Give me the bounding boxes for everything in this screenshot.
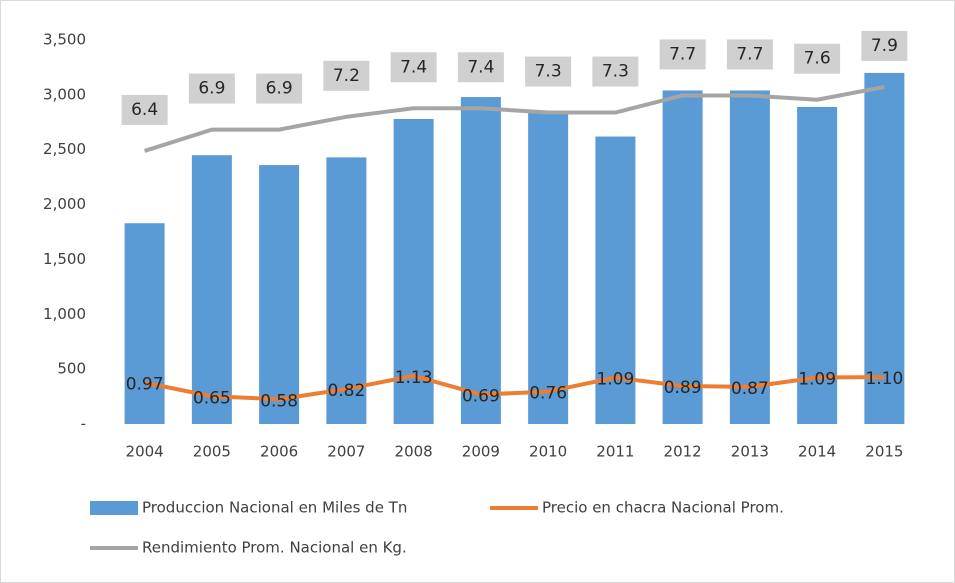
data-label: 0.97: [126, 375, 164, 395]
x-tick-label: 2012: [664, 443, 702, 461]
bar: [326, 157, 367, 424]
data-label: 0.87: [731, 379, 769, 399]
data-label-box: [256, 73, 303, 104]
x-tick-label: 2009: [462, 443, 500, 461]
bar: [259, 165, 300, 424]
data-label: 7.7: [669, 44, 696, 64]
data-label-box: [726, 39, 773, 70]
data-label: 6.4: [131, 100, 158, 120]
data-label: 7.6: [804, 49, 831, 69]
data-label: 0.76: [529, 384, 567, 404]
bar: [662, 90, 703, 425]
y-tick-label: 2,500: [43, 140, 86, 158]
y-tick-label: 3,500: [43, 31, 86, 49]
line: [144, 84, 885, 153]
x-tick-label: 2008: [395, 443, 433, 461]
line: [144, 373, 885, 402]
y-tick-label: -: [81, 415, 86, 433]
data-label-box: [794, 43, 841, 74]
x-tick-label: 2004: [126, 443, 164, 461]
y-tick-label: 3,000: [43, 85, 86, 103]
data-label: 0.58: [260, 391, 298, 411]
legend-label: Precio en chacra Nacional Prom.: [542, 499, 784, 517]
bar: [797, 106, 838, 424]
data-label-box: [525, 56, 572, 87]
data-label: 7.4: [467, 57, 494, 77]
data-label: 6.9: [266, 79, 293, 99]
data-label: 1.09: [596, 369, 634, 389]
data-label: 7.9: [871, 36, 898, 56]
x-tick-label: 2014: [798, 443, 836, 461]
legend-swatch: [90, 501, 138, 515]
x-tick-label: 2007: [327, 443, 365, 461]
x-tick-label: 2011: [596, 443, 634, 461]
legend-label: Produccion Nacional en Miles de Tn: [142, 499, 407, 517]
data-label: 6.9: [198, 79, 225, 99]
x-tick-label: 2006: [260, 443, 298, 461]
data-label: 0.89: [664, 378, 702, 398]
data-label: 0.65: [193, 388, 231, 408]
bar: [393, 118, 434, 424]
x-tick-label: 2013: [731, 443, 769, 461]
data-label-box: [121, 94, 168, 125]
data-label: 7.3: [602, 62, 629, 82]
bar: [124, 223, 165, 424]
data-label-box: [861, 30, 908, 61]
bar: [864, 72, 905, 425]
data-label: 7.7: [736, 44, 763, 64]
data-label: 0.69: [462, 387, 500, 407]
data-label: 1.13: [395, 368, 433, 388]
legend-label: Rendimiento Prom. Nacional en Kg.: [142, 539, 407, 557]
x-tick-label: 2005: [193, 443, 231, 461]
bar: [191, 155, 232, 424]
y-tick-label: 2,000: [43, 195, 86, 213]
bar: [528, 112, 569, 424]
bar: [460, 97, 501, 425]
x-tick-label: 2010: [529, 443, 567, 461]
data-label: 7.2: [333, 66, 360, 86]
x-tick-label: 2015: [865, 443, 903, 461]
data-label-box: [659, 39, 706, 70]
data-label-box: [457, 52, 504, 83]
data-label: 7.4: [400, 57, 427, 77]
data-label-box: [188, 73, 235, 104]
data-label-box: [592, 56, 639, 87]
y-tick-label: 500: [57, 360, 86, 378]
data-label: 7.3: [535, 62, 562, 82]
data-label: 1.10: [865, 369, 903, 389]
data-label: 0.82: [327, 381, 365, 401]
y-tick-label: 1,000: [43, 305, 86, 323]
y-tick-label: 1,500: [43, 250, 86, 268]
bar: [729, 90, 770, 425]
data-label: 1.09: [798, 369, 836, 389]
data-label-box: [323, 60, 370, 91]
data-label-box: [390, 52, 437, 83]
